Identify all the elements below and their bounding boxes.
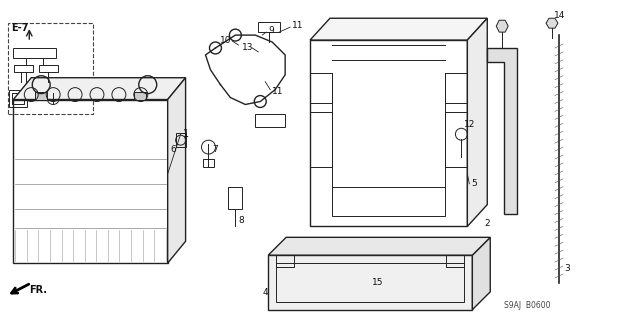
Text: 10: 10	[220, 35, 232, 45]
Polygon shape	[310, 18, 487, 40]
Text: E-7: E-7	[12, 23, 29, 33]
Bar	[310, 73, 332, 102]
Text: 5: 5	[471, 179, 477, 188]
Text: 6: 6	[171, 145, 177, 153]
Text: 11: 11	[272, 87, 284, 96]
Bar	[447, 255, 465, 267]
Text: 15: 15	[372, 278, 383, 287]
Bar	[276, 263, 465, 302]
Bar	[202, 159, 214, 167]
Polygon shape	[487, 48, 517, 213]
Bar	[445, 73, 467, 102]
Polygon shape	[268, 255, 472, 310]
Polygon shape	[13, 78, 186, 100]
Polygon shape	[496, 20, 508, 32]
Bar	[10, 90, 28, 108]
Text: FR.: FR.	[29, 285, 47, 295]
Bar	[13, 100, 168, 263]
Text: 13: 13	[243, 43, 254, 53]
Text: S9AJ  B0600: S9AJ B0600	[504, 301, 550, 310]
Bar	[276, 255, 294, 267]
Text: 11: 11	[292, 21, 303, 30]
Polygon shape	[467, 18, 487, 226]
Bar	[310, 40, 467, 226]
Polygon shape	[168, 78, 186, 263]
Bar	[259, 22, 280, 32]
Bar	[228, 187, 243, 209]
Text: 1: 1	[182, 129, 189, 139]
Polygon shape	[546, 18, 558, 28]
Bar	[310, 112, 332, 167]
Text: 2: 2	[484, 219, 490, 228]
Bar	[12, 93, 24, 105]
Text: 14: 14	[554, 11, 565, 20]
Polygon shape	[308, 243, 454, 290]
Text: 8: 8	[238, 216, 244, 225]
Text: 12: 12	[465, 120, 476, 129]
Text: 3: 3	[564, 263, 570, 272]
Bar	[134, 92, 146, 100]
Bar	[332, 187, 445, 217]
Bar	[445, 112, 467, 167]
Polygon shape	[472, 237, 490, 310]
Text: 7: 7	[212, 145, 218, 153]
Polygon shape	[268, 237, 490, 255]
Bar	[8, 23, 93, 115]
Text: 9: 9	[268, 26, 274, 35]
Bar	[35, 92, 47, 100]
Bar	[175, 133, 186, 147]
Text: 4: 4	[262, 288, 268, 297]
